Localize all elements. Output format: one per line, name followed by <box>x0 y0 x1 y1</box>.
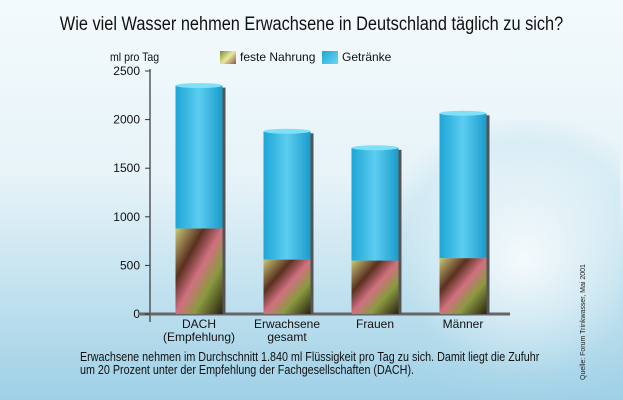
bar-drinks <box>351 147 399 261</box>
x-category-label: (Empfehlung) <box>163 330 235 344</box>
bar-drinks <box>263 131 311 260</box>
y-tick-label: 0 <box>133 307 140 321</box>
bar-shadow <box>398 149 402 314</box>
x-category-label: Erwachsene <box>254 317 320 331</box>
legend-item-food: feste Nahrung <box>220 50 315 64</box>
caption-line-2: um 20 Prozent unter der Empfehlung der F… <box>80 363 415 377</box>
legend-item-drinks: Getränke <box>322 50 391 64</box>
bar-top-cap <box>263 128 311 134</box>
bar-shadow <box>486 115 490 314</box>
bar-top-cap <box>175 83 223 89</box>
water-splash-background <box>380 120 620 400</box>
y-tick-label: 500 <box>120 258 140 272</box>
x-category-label: gesamt <box>267 330 307 344</box>
x-category-label: DACH <box>182 317 216 331</box>
x-category-label: Frauen <box>356 317 394 331</box>
x-category-label: Männer <box>443 317 484 331</box>
bar-top-cap <box>439 110 487 116</box>
y-axis-label: ml pro Tag <box>110 50 160 64</box>
chart-caption: Erwachsene nehmen im Durchschnitt 1.840 … <box>80 351 539 377</box>
bar-food <box>439 258 487 314</box>
y-tick-label: 2000 <box>113 113 140 127</box>
legend-swatch-food <box>220 50 236 64</box>
y-tick-label: 2500 <box>113 64 140 78</box>
bar-shadow <box>310 133 314 314</box>
bar-food <box>351 260 399 314</box>
bar-shadow <box>222 87 226 314</box>
bar-drinks <box>439 113 487 259</box>
y-tick-label: 1000 <box>113 210 140 224</box>
bar-food <box>263 259 311 314</box>
chart-title: Wie viel Wasser nehmen Erwachsene in Deu… <box>59 14 564 35</box>
caption-line-1: Erwachsene nehmen im Durchschnitt 1.840 … <box>80 350 540 364</box>
bar-food <box>175 228 223 314</box>
source-note: Quelle: Forum Trinkwasser, Mai 2001 <box>580 264 587 380</box>
bar-top-cap <box>351 145 399 151</box>
bar-drinks <box>175 85 223 229</box>
legend-label-drinks: Getränke <box>342 50 392 64</box>
y-tick-label: 1500 <box>113 161 140 175</box>
legend-label-food: feste Nahrung <box>240 50 316 64</box>
legend-swatch-drinks <box>322 50 338 64</box>
